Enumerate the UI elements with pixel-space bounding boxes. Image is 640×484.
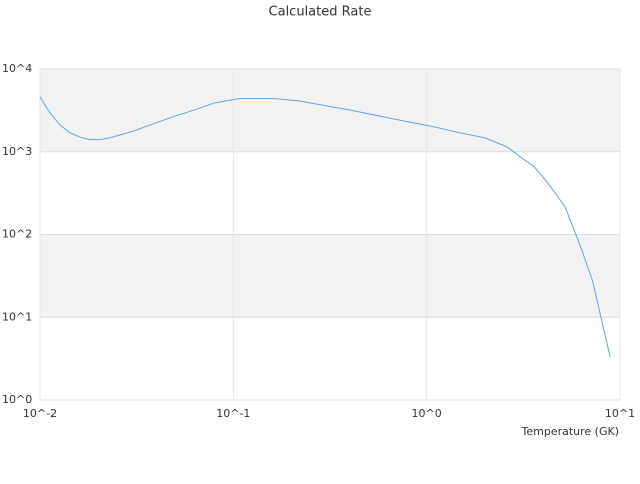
x-axis-label: Temperature (GK) — [521, 425, 620, 438]
y-tick-label: 10^4 — [2, 62, 32, 75]
y-tick-label: 10^3 — [2, 145, 32, 158]
chart-title: Calculated Rate — [269, 5, 372, 20]
line — [39, 96, 611, 358]
x-tick-label: 10^1 — [605, 407, 635, 420]
y-tick-label: 10^1 — [2, 310, 32, 323]
band — [40, 234, 620, 318]
x-tick-label: 10^-1 — [216, 407, 250, 420]
y-tick-label: 10^0 — [2, 393, 32, 406]
band — [40, 69, 620, 152]
y-tick-label: 10^2 — [2, 228, 32, 241]
x-tick-label: 10^0 — [412, 407, 442, 420]
x-tick-label: 10^-2 — [23, 407, 57, 420]
